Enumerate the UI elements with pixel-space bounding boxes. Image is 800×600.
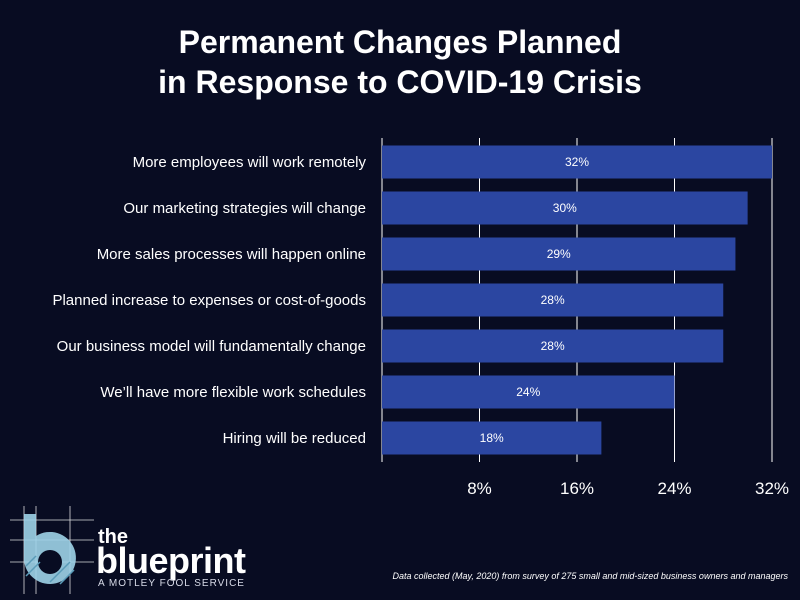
category-label: We’ll have more flexible work schedules	[100, 384, 366, 401]
bar	[382, 191, 748, 225]
x-tick-label: 32%	[755, 479, 789, 498]
logo-tagline: A MOTLEY FOOL SERVICE	[98, 578, 245, 589]
x-tick-label: 16%	[560, 479, 594, 498]
x-tick-label: 24%	[657, 479, 691, 498]
bar	[382, 237, 736, 271]
bar-chart: 32% 30% 29% 28% 28% 24% 18% More employees wil…	[52, 138, 789, 498]
bar-data-label: 30%	[553, 201, 577, 215]
bar	[382, 329, 724, 363]
blueprint-logo-mark	[10, 506, 94, 594]
bar	[382, 145, 772, 179]
bar-data-label: 28%	[541, 293, 565, 307]
x-tick-label: 8%	[467, 479, 492, 498]
logo-wordmark: blueprint	[96, 540, 246, 581]
category-label: More employees will work remotely	[133, 154, 367, 171]
logo-the: the	[98, 526, 128, 548]
bar	[382, 283, 724, 317]
category-label: Our marketing strategies will change	[123, 200, 366, 217]
bar-data-label: 24%	[516, 385, 540, 399]
bar	[382, 375, 675, 409]
bar	[382, 421, 602, 455]
chart-title: Permanent Changes Planned in Response to…	[0, 22, 800, 102]
bar-data-label: 32%	[565, 155, 589, 169]
category-labels: More employees will work remotely Our mar…	[52, 154, 366, 447]
x-axis-ticks: 8% 16% 24% 32%	[467, 479, 789, 498]
bar-data-label: 18%	[480, 431, 504, 445]
category-label: Planned increase to expenses or cost-of-…	[52, 292, 366, 309]
footnote: Data collected (May, 2020) from survey o…	[392, 571, 788, 581]
category-label: More sales processes will happen online	[97, 246, 366, 263]
chart-title-line-1: Permanent Changes Planned	[178, 24, 622, 60]
category-label: Our business model will fundamentally ch…	[57, 338, 366, 355]
chart-title-line-2: in Response to COVID-19 Crisis	[158, 64, 642, 100]
bar-data-label: 29%	[547, 247, 571, 261]
bar-data-label: 28%	[541, 339, 565, 353]
bars: 32% 30% 29% 28% 28% 24% 18%	[382, 145, 772, 455]
category-label: Hiring will be reduced	[223, 430, 366, 447]
